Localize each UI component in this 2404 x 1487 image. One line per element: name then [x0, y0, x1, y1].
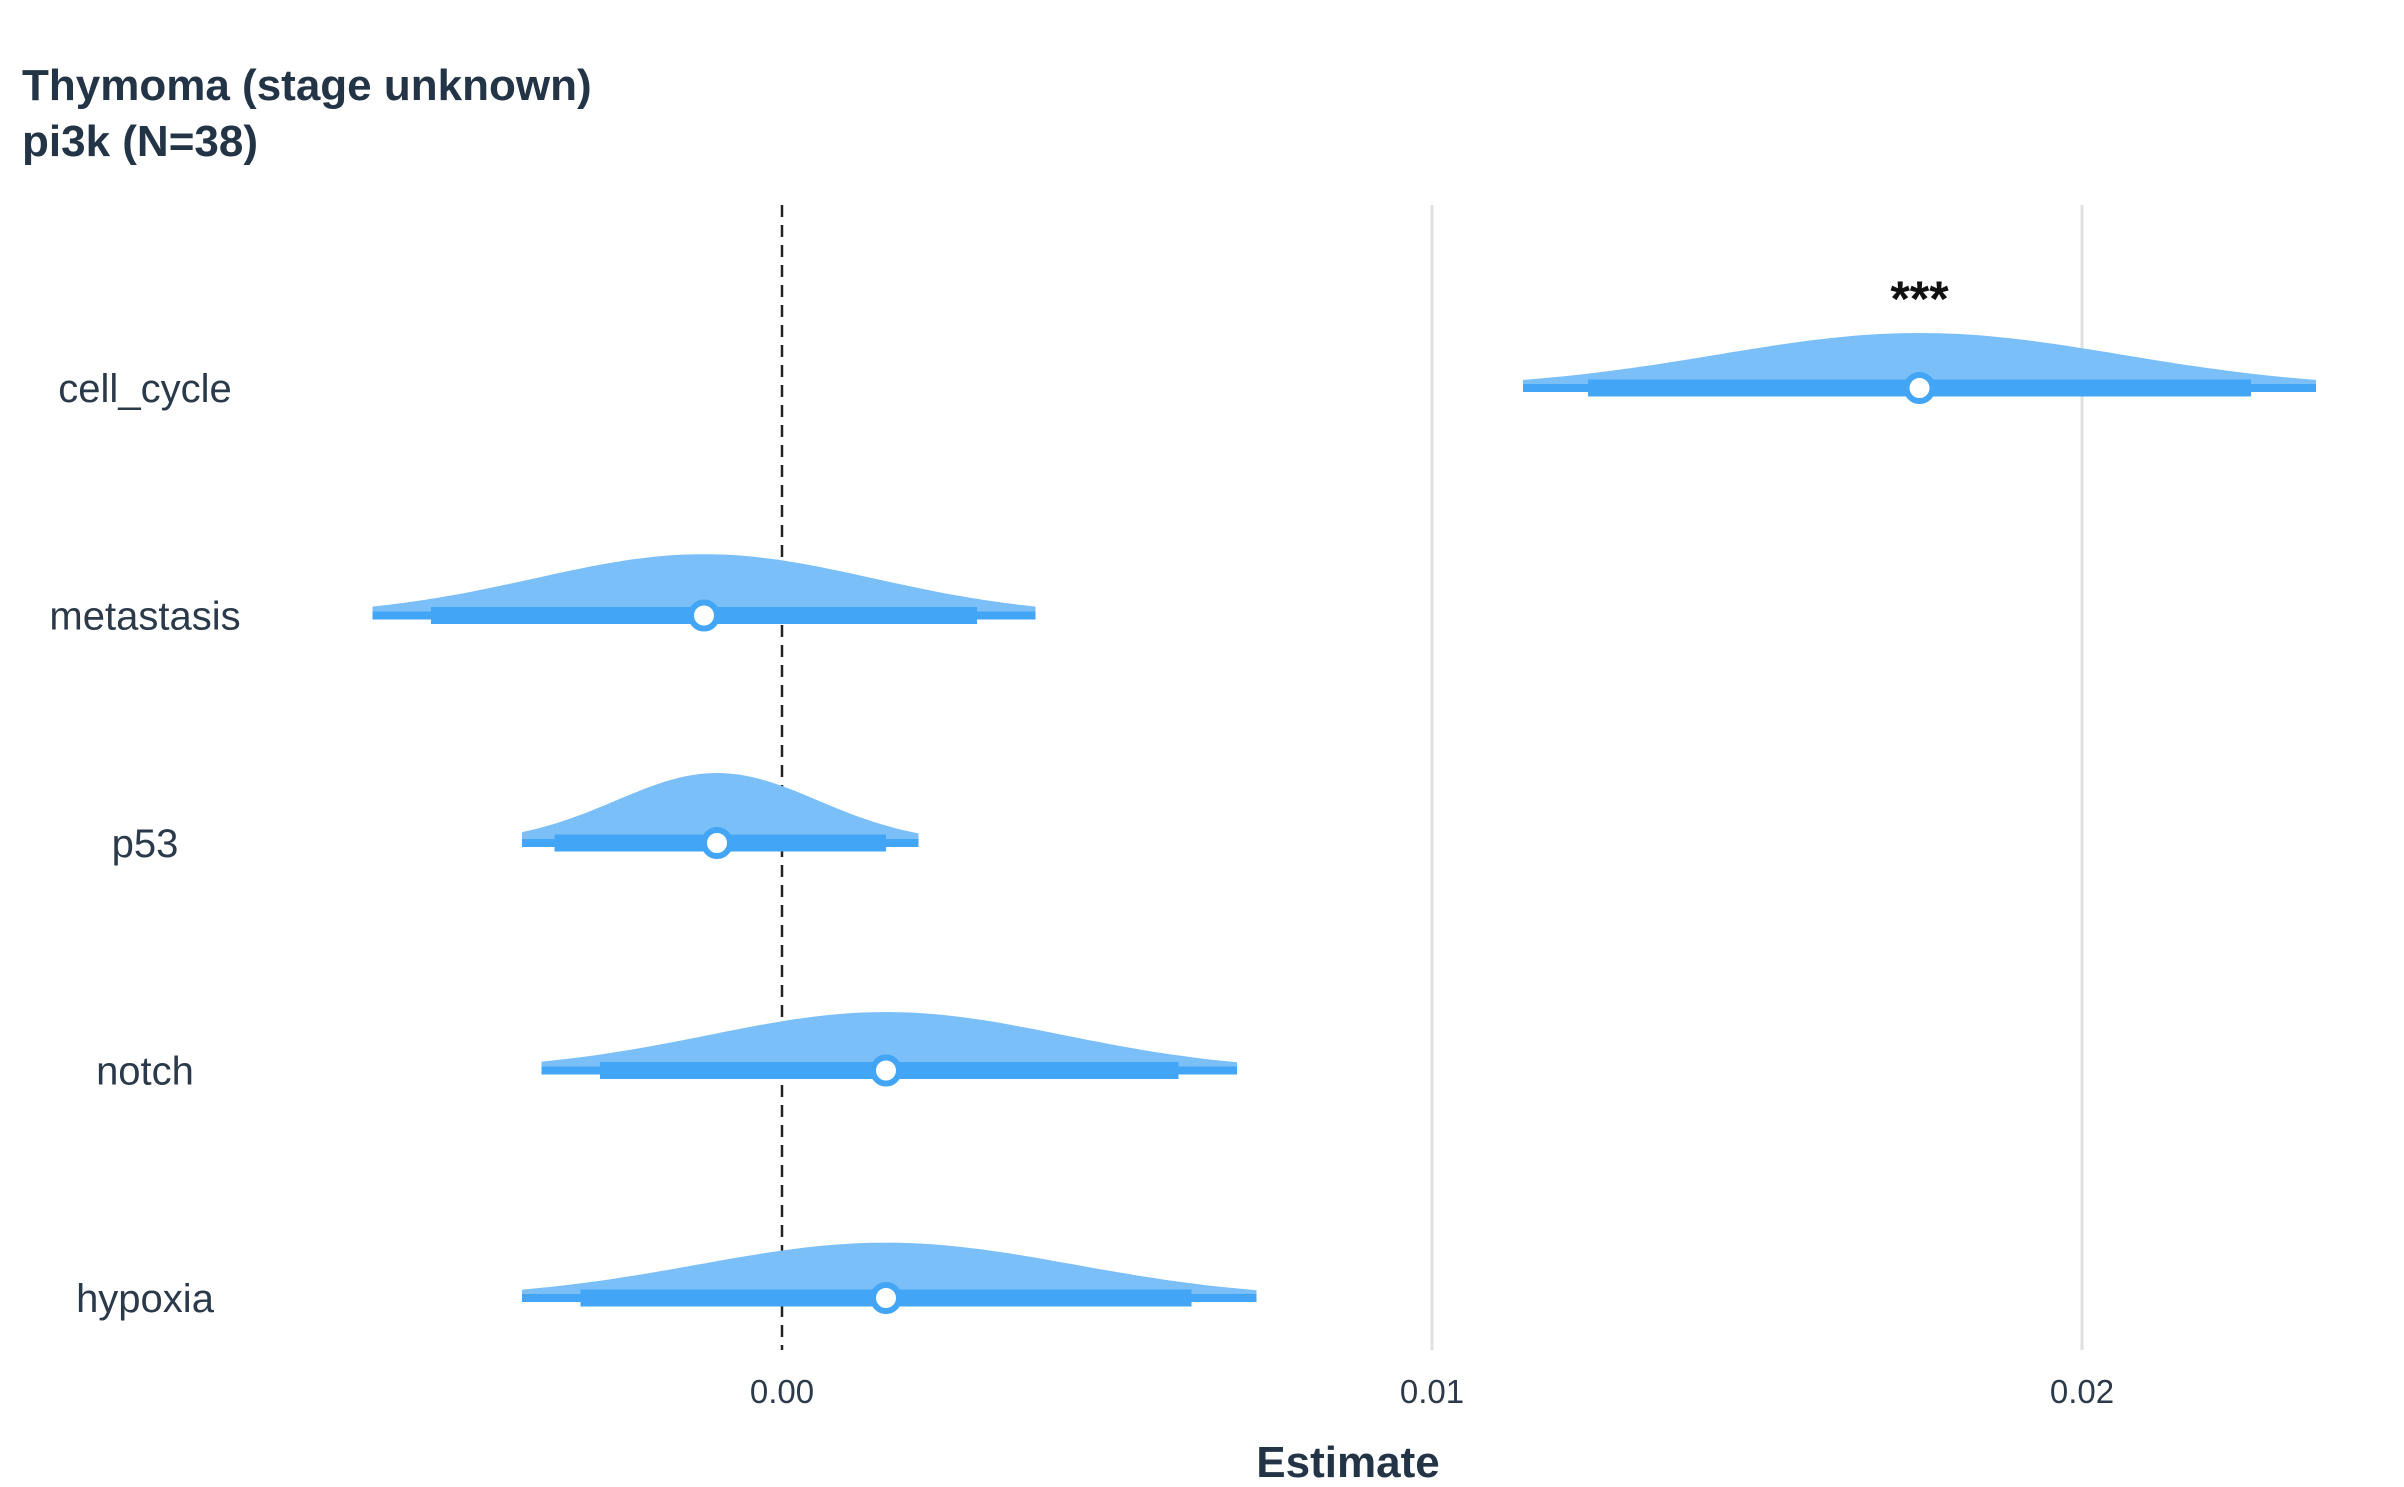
- plot-rows: ***: [372, 271, 2316, 1314]
- row-p53: [522, 773, 919, 859]
- x-tick-label: 0.01: [1400, 1373, 1464, 1410]
- point-p53: [701, 827, 733, 859]
- y-label-notch: notch: [96, 1050, 194, 1094]
- significance-cell_cycle: ***: [1890, 271, 1949, 327]
- row-metastasis: [372, 554, 1036, 632]
- x-tick-label: 0.02: [2050, 1373, 2114, 1410]
- row-notch: [541, 1012, 1237, 1087]
- x-axis-title: Estimate: [1256, 1438, 1439, 1487]
- point-hypoxia: [870, 1282, 902, 1314]
- row-hypoxia: [522, 1242, 1257, 1314]
- x-tick-label: 0.00: [750, 1373, 814, 1410]
- density-p53: [522, 773, 919, 843]
- chart-title: Thymoma (stage unknown): [22, 61, 592, 110]
- y-label-p53: p53: [112, 822, 179, 866]
- point-cell_cycle: [1903, 372, 1936, 404]
- row-cell_cycle: ***: [1523, 271, 2316, 404]
- y-label-metastasis: metastasis: [49, 595, 240, 639]
- y-label-cell_cycle: cell_cycle: [58, 367, 231, 411]
- density-notch: [541, 1012, 1237, 1071]
- y-axis-labels: cell_cycle metastasis p53 notch hypoxia: [49, 367, 240, 1321]
- point-notch: [870, 1054, 902, 1087]
- density-cell_cycle: [1523, 333, 2316, 388]
- density-hypoxia: [522, 1242, 1257, 1298]
- chart-subtitle: pi3k (N=38): [22, 117, 258, 166]
- y-label-hypoxia: hypoxia: [76, 1277, 215, 1321]
- density-metastasis: [372, 554, 1036, 616]
- point-metastasis: [688, 599, 720, 632]
- x-axis: 0.00 0.01 0.02: [750, 1373, 2114, 1410]
